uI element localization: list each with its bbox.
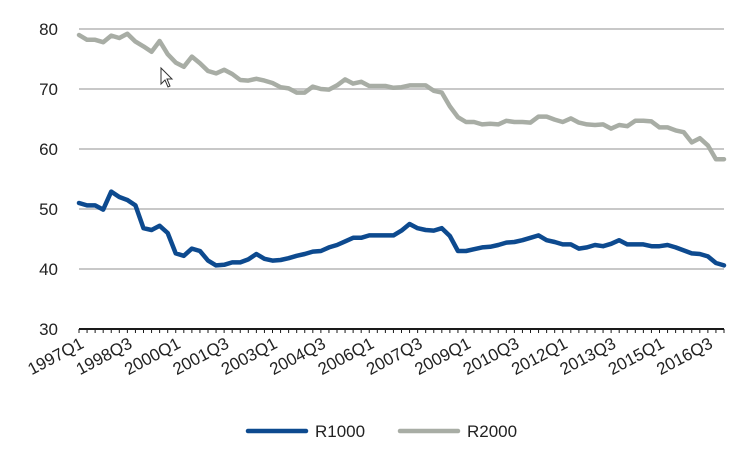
- legend-label-r2000: R2000: [467, 422, 517, 441]
- y-tick-label: 30: [39, 320, 58, 339]
- gridlines: [79, 28, 724, 270]
- x-axis: [78, 328, 725, 333]
- y-tick-label: 60: [39, 140, 58, 159]
- series-line-r2000: [76, 31, 727, 162]
- y-tick-label: 70: [39, 80, 58, 99]
- y-tick-label: 80: [39, 20, 58, 39]
- y-tick-label: 50: [39, 200, 58, 219]
- series-lines: [76, 31, 727, 268]
- series-line-r1000: [76, 189, 727, 268]
- legend: R1000 R2000: [245, 422, 517, 441]
- y-axis-tick-labels: 30 40 50 60 70 80: [39, 20, 58, 339]
- x-tick-label: 2016Q3: [653, 334, 715, 379]
- x-axis-tick-labels: 1997Q11998Q32000Q12001Q32003Q12004Q32006…: [25, 334, 716, 379]
- mouse-cursor-icon: [160, 66, 174, 88]
- y-tick-label: 40: [39, 260, 58, 279]
- legend-label-r1000: R1000: [315, 422, 365, 441]
